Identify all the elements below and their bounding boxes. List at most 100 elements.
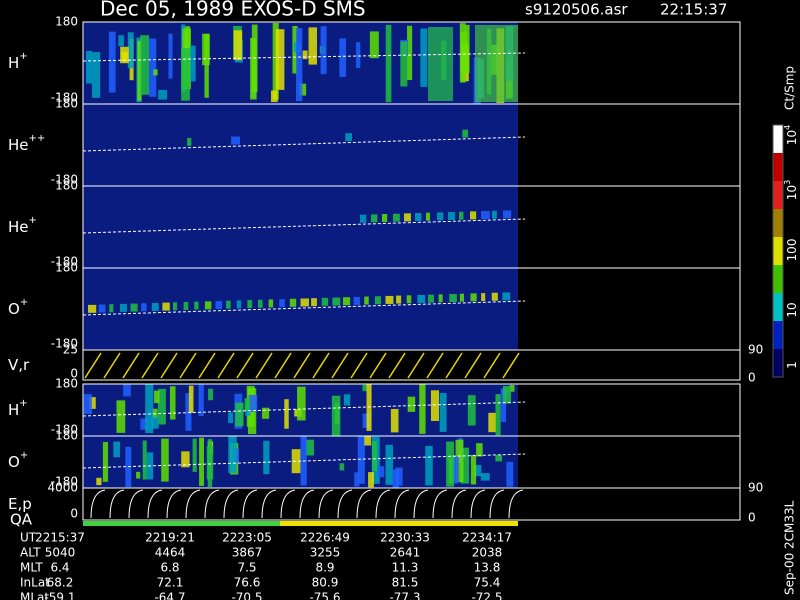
signal [123, 384, 131, 397]
cell: 5040 [45, 546, 76, 560]
trace [489, 489, 505, 519]
signal [305, 439, 315, 456]
signal [364, 296, 369, 305]
signal [368, 472, 374, 488]
cell: 2223:05 [222, 531, 272, 545]
signal [258, 299, 263, 308]
trace [299, 489, 315, 519]
panel: V,r 25 0 90 0 [8, 343, 763, 385]
signal [136, 471, 141, 479]
label-base: 10 [785, 130, 799, 145]
signal [377, 466, 385, 478]
label-sup: + [29, 215, 37, 226]
signal [261, 407, 270, 419]
qa-bar [83, 521, 280, 526]
tick-label: -180 [51, 337, 78, 351]
trace [217, 352, 235, 379]
signal [390, 408, 399, 433]
trace [261, 489, 277, 519]
signal [236, 300, 242, 309]
signal [154, 390, 160, 404]
trace [185, 489, 201, 519]
cell: -72.5 [471, 591, 502, 600]
trace [432, 489, 448, 519]
signal [130, 303, 138, 312]
trace [508, 489, 524, 519]
signal [385, 295, 394, 304]
trace [394, 489, 410, 519]
tick-label: 25 [63, 343, 78, 357]
colorbar-segment [773, 349, 783, 377]
label-text: He [8, 218, 29, 236]
stamp: Sep-00 2CM33L [783, 500, 797, 595]
tick-label: 90 [748, 343, 763, 357]
signal [455, 439, 464, 482]
cell: 2641 [390, 546, 421, 560]
trace [147, 489, 163, 519]
signal [88, 304, 97, 313]
signal [275, 29, 285, 90]
signal [320, 26, 327, 75]
cell: 6.8 [160, 561, 179, 575]
signal [120, 46, 129, 64]
trace [255, 352, 273, 379]
signal [192, 438, 197, 472]
row-label: MLT [20, 561, 43, 575]
trace [388, 352, 406, 379]
title: Dec 05, 1989 EXOS-D SMS [100, 0, 366, 21]
signal [446, 441, 454, 487]
trace [204, 489, 220, 519]
cell: -70.5 [231, 591, 262, 600]
colorbar-segment [773, 181, 783, 209]
tick-label: 4000 [47, 481, 78, 495]
tick-label: -180 [51, 173, 78, 187]
signal [302, 50, 308, 60]
tick-label: 180 [55, 261, 78, 275]
signal [190, 45, 196, 82]
signal [119, 303, 127, 312]
trace [223, 489, 239, 519]
cell: 68.2 [47, 576, 74, 590]
trace [369, 352, 387, 379]
signal [194, 301, 199, 310]
tick-label: -180 [51, 91, 78, 105]
colorbar-segment [773, 209, 783, 237]
panel-label: He++ [8, 133, 45, 154]
trace [413, 489, 429, 519]
signal [395, 467, 403, 486]
panel-bg [83, 350, 518, 380]
signal [404, 213, 411, 222]
trace [350, 352, 368, 379]
signal [83, 394, 92, 414]
panel: O+180-180 [8, 261, 741, 351]
signal [98, 304, 106, 313]
signal [495, 455, 503, 462]
signal [474, 465, 482, 477]
trace [82, 401, 526, 417]
label-sup: + [19, 398, 27, 409]
colorbar-segment [773, 125, 783, 153]
colorbar-segment [773, 321, 783, 349]
label-text: O [8, 300, 20, 318]
trace [483, 352, 501, 379]
tick-label: 0 [748, 511, 756, 525]
signal [185, 393, 192, 431]
signal [407, 396, 416, 412]
trace [293, 352, 311, 379]
colorbar-frame [772, 124, 784, 378]
signal [204, 33, 209, 98]
signal [500, 388, 506, 423]
signal [137, 40, 142, 101]
cell: 13.8 [474, 561, 501, 575]
trace [90, 489, 106, 519]
trace [166, 489, 182, 519]
signal [495, 394, 501, 436]
signal [374, 296, 381, 305]
cell: 2215:37 [35, 531, 85, 545]
label-text: 100 [785, 239, 799, 262]
trace [82, 300, 526, 316]
panel-label: H+ [8, 51, 28, 72]
signal [231, 136, 240, 145]
colorbar-label: 1 [785, 361, 799, 369]
